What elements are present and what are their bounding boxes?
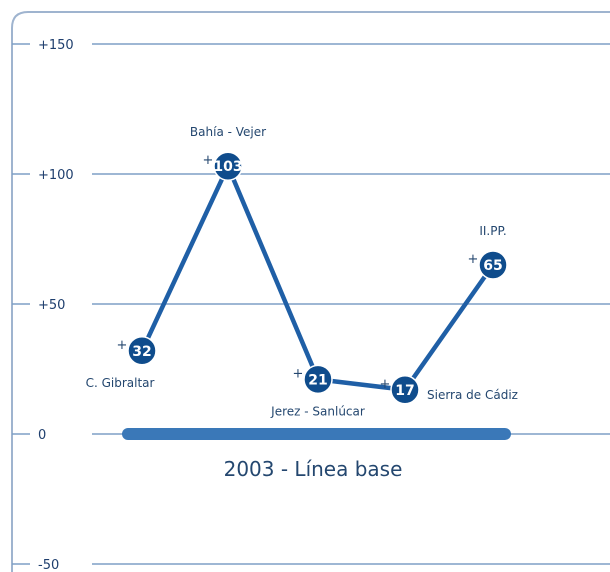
y-tick-label-2: +50 xyxy=(38,298,65,313)
category-label-3: Sierra de Cádiz xyxy=(427,388,518,402)
y-tick-label-3: 0 xyxy=(38,428,46,443)
value-label-3: 17 xyxy=(395,383,414,399)
chart-frame xyxy=(11,11,610,572)
category-label-2: Jerez - Sanlúcar xyxy=(270,404,365,418)
plus-sign-3: + xyxy=(380,377,391,392)
value-label-2: 21 xyxy=(308,372,327,388)
category-label-1: Bahía - Vejer xyxy=(190,125,266,139)
value-label-1: 103 xyxy=(213,159,242,175)
data-series xyxy=(127,151,508,405)
category-label-4: II.PP. xyxy=(479,224,506,238)
y-axis-tick-labels: +150 +100 +50 0 -50 xyxy=(38,38,74,572)
data-point-2 xyxy=(303,364,333,395)
value-label-4: 65 xyxy=(483,258,502,274)
plus-sign-4: + xyxy=(468,252,479,267)
series-line xyxy=(139,163,496,393)
y-tick-label-1: +100 xyxy=(38,168,74,183)
data-point-4 xyxy=(478,250,508,280)
value-label-0: 32 xyxy=(132,344,151,360)
plus-sign-0: + xyxy=(117,338,128,353)
data-point-0 xyxy=(127,336,157,366)
baseline-group: 2003 - Línea base xyxy=(122,428,511,481)
plus-sign-2: + xyxy=(293,366,304,381)
plus-sign-1: + xyxy=(203,153,214,168)
category-label-0: C. Gibraltar xyxy=(86,376,155,390)
y-tick-label-0: +150 xyxy=(38,38,74,53)
data-point-1 xyxy=(213,151,243,181)
baseline-label: 2003 - Línea base xyxy=(224,457,403,481)
data-point-3 xyxy=(390,375,420,405)
y-tick-label-4: -50 xyxy=(38,558,59,572)
gridlines xyxy=(12,43,610,565)
